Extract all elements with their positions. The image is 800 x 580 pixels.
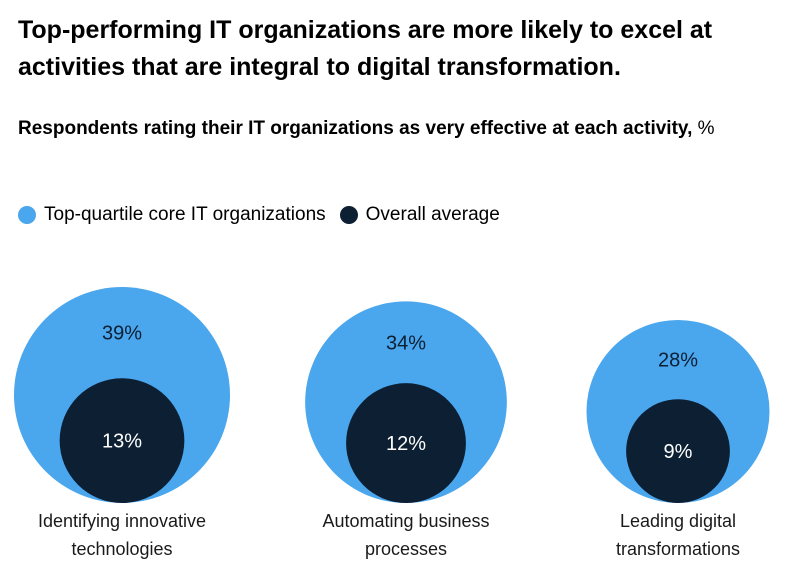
bubble-overall-average-2 [626,399,730,503]
subtitle-text: Respondents rating their IT organization… [18,118,693,139]
category-label-1-line-0: Automating business [322,511,489,531]
legend-item-top-quartile: Top-quartile core IT organizations [18,204,326,226]
category-label-2-line-1: transformations [616,539,740,559]
bubble-overall-average-1 [346,383,466,503]
data-label-overall-average-1: 12% [386,433,426,455]
legend-label-overall-average: Overall average [365,204,500,225]
category-label-1-line-1: processes [365,539,447,559]
legend: Top-quartile core IT organizations Overa… [18,204,514,226]
data-label-top-quartile-0: 39% [102,323,142,345]
legend-item-overall-average: Overall average [339,204,500,226]
legend-swatch-overall-average [339,206,358,224]
category-label-0-line-0: Identifying innovative [38,511,206,531]
bubble-overall-average-0 [59,378,185,503]
data-label-overall-average-0: 13% [102,431,142,453]
subtitle-unit: % [697,118,715,139]
category-label-0-line-1: technologies [71,539,172,559]
data-label-overall-average-2: 9% [664,441,693,463]
legend-label-top-quartile: Top-quartile core IT organizations [44,204,326,225]
legend-swatch-top-quartile [18,206,36,224]
chart-subtitle: Respondents rating their IT organization… [18,114,718,143]
data-label-top-quartile-1: 34% [386,332,426,354]
data-label-top-quartile-2: 28% [658,350,698,372]
chart-title: Top-performing IT organizations are more… [18,16,713,81]
category-label-2-line-0: Leading digital [620,511,736,531]
